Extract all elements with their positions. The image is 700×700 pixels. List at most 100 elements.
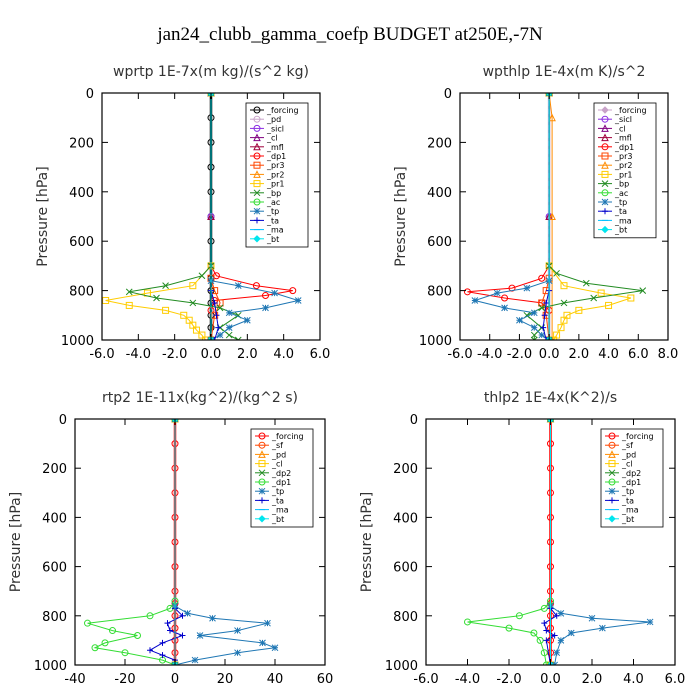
data-point-pr1 bbox=[192, 326, 200, 334]
data-point-pr1 bbox=[597, 289, 605, 297]
data-point-bp bbox=[225, 331, 233, 339]
data-point-dp1 bbox=[501, 294, 509, 302]
legend-marker-sicl bbox=[253, 124, 261, 132]
y-tick-label: 400 bbox=[427, 186, 452, 201]
data-point-ta bbox=[159, 652, 166, 659]
data-point-pr1 bbox=[185, 316, 193, 324]
data-point-dp1 bbox=[540, 604, 548, 612]
data-point-dp1 bbox=[538, 274, 546, 282]
data-point-dp1 bbox=[212, 272, 220, 280]
x-tick-label: 40 bbox=[267, 672, 284, 687]
x-tick-label: 4.0 bbox=[623, 672, 644, 687]
data-point-pr2 bbox=[548, 113, 556, 122]
legend-label-forcing: _forcing bbox=[266, 106, 299, 115]
legend-label-bt: _bt bbox=[621, 515, 634, 524]
y-tick-label: 400 bbox=[393, 511, 418, 526]
legend-marker-dp1 bbox=[253, 152, 261, 160]
legend-label-bt: _bt bbox=[614, 226, 627, 235]
y-tick-label: 200 bbox=[69, 136, 94, 151]
legend-marker-ta bbox=[609, 497, 615, 504]
x-tick-label: -2.0 bbox=[496, 672, 521, 687]
data-point-tp bbox=[196, 632, 204, 639]
data-point-dp1 bbox=[505, 624, 513, 632]
y-tick-label: 0 bbox=[410, 413, 418, 428]
y-tick-label: 200 bbox=[427, 136, 452, 151]
data-point-tp bbox=[271, 644, 279, 652]
y-tick-label: 0 bbox=[86, 87, 94, 102]
legend-marker-cl bbox=[601, 124, 609, 132]
data-point-bp bbox=[538, 304, 546, 312]
legend-marker-pr3 bbox=[253, 161, 261, 169]
y-axis-label: Pressure [hPa] bbox=[359, 492, 375, 592]
y-tick-label: 600 bbox=[42, 561, 67, 576]
legend-marker-pr3 bbox=[601, 152, 609, 160]
data-point-tp bbox=[501, 304, 508, 312]
data-point-dp1 bbox=[146, 612, 154, 620]
x-tick-label: 0.0 bbox=[540, 672, 561, 687]
legend-label-pr1: _pr1 bbox=[614, 170, 632, 179]
legend-label-dp1: _dp1 bbox=[266, 152, 286, 161]
legend-marker-dp1 bbox=[601, 143, 609, 151]
data-point-dp1 bbox=[262, 292, 269, 300]
legend-label-sicl: _sicl bbox=[614, 115, 632, 124]
data-point-dp1 bbox=[134, 631, 141, 639]
legend-marker-tp bbox=[601, 198, 609, 206]
legend-label-bt: _bt bbox=[271, 515, 284, 524]
legend-marker-dp2 bbox=[608, 469, 616, 477]
data-point-tp bbox=[234, 282, 242, 290]
data-point-ta bbox=[551, 632, 558, 639]
data-point-bp bbox=[560, 299, 568, 307]
data-point-bp bbox=[234, 336, 242, 340]
legend-label-sf: _sf bbox=[271, 441, 283, 450]
x-tick-label: -40 bbox=[64, 672, 85, 687]
data-point-tp bbox=[471, 297, 479, 304]
legend-marker-ac bbox=[253, 198, 261, 206]
data-point-tp bbox=[530, 324, 538, 332]
legend-label-tp: _tp bbox=[271, 487, 284, 496]
legend-marker-cl bbox=[258, 460, 266, 468]
data-point-pr1 bbox=[202, 336, 210, 340]
data-point-dp1 bbox=[515, 612, 523, 620]
data-point-ta bbox=[543, 299, 550, 306]
data-point-dp1 bbox=[91, 644, 99, 652]
legend-label-cl: _cl bbox=[614, 124, 626, 133]
data-point-ta bbox=[179, 632, 186, 639]
legend-marker-cl bbox=[608, 460, 616, 468]
legend-label-forcing: _forcing bbox=[271, 432, 304, 441]
legend-label-cl: _cl bbox=[621, 460, 633, 469]
legend-marker-tp bbox=[253, 207, 261, 215]
data-point-tp bbox=[557, 637, 565, 644]
x-tick-label: 0.0 bbox=[539, 347, 560, 362]
y-tick-label: 200 bbox=[42, 462, 67, 477]
data-point-ta bbox=[543, 337, 550, 340]
data-point-dp1 bbox=[508, 284, 516, 292]
data-point-bp bbox=[530, 336, 538, 340]
data-point-tp bbox=[259, 639, 266, 647]
data-point-bp bbox=[125, 288, 133, 296]
data-point-tp bbox=[225, 324, 233, 332]
x-tick-label: 60 bbox=[317, 672, 334, 687]
data-point-tp bbox=[262, 304, 269, 312]
x-tick-label: 6.0 bbox=[628, 347, 649, 362]
legend-label-pr3: _pr3 bbox=[266, 161, 284, 170]
legend-marker-ta bbox=[259, 497, 265, 504]
data-point-pr2 bbox=[548, 212, 556, 220]
data-point-ta bbox=[211, 337, 218, 340]
y-tick-label: 600 bbox=[427, 235, 452, 250]
legend-label-ac: _ac bbox=[614, 189, 628, 198]
y-axis-label: Pressure [hPa] bbox=[8, 492, 24, 592]
legend-label-cl: _cl bbox=[271, 460, 283, 469]
data-point-tp bbox=[567, 629, 575, 637]
data-point-ta bbox=[540, 324, 547, 331]
legend-marker-pr1 bbox=[253, 180, 261, 188]
legend-label-dp1: _dp1 bbox=[614, 143, 634, 152]
legend-label-ma: _ma bbox=[621, 506, 639, 515]
x-tick-label: 6.0 bbox=[665, 672, 686, 687]
x-tick-label: -6.0 bbox=[413, 672, 438, 687]
plot-frame bbox=[459, 92, 669, 341]
data-point-bp bbox=[530, 331, 538, 339]
data-point-tp bbox=[216, 331, 224, 339]
legend-label-ta: _ta bbox=[271, 496, 284, 505]
legend-marker-pd bbox=[253, 115, 261, 123]
